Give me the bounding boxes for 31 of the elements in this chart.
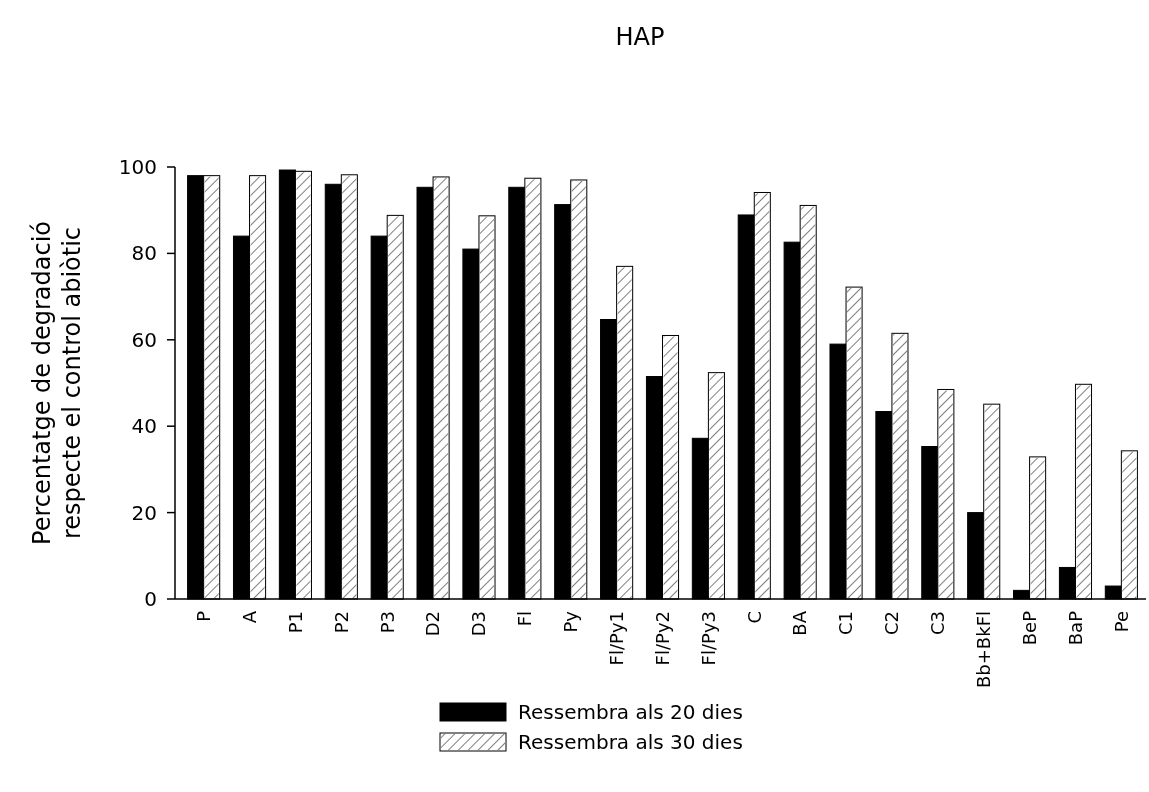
x-tick-label: C2 — [881, 611, 903, 636]
x-tick-label: Bb+BkFl — [973, 611, 994, 688]
y-tick-label: 100 — [118, 155, 157, 179]
x-tick-label: Pe — [1110, 611, 1132, 633]
x-tick-label: C — [743, 611, 765, 624]
y-tick-label: 80 — [131, 241, 157, 266]
x-tick-label: P2 — [330, 611, 352, 634]
x-tick-label: P1 — [284, 611, 306, 634]
x-tick-label: D2 — [422, 611, 444, 637]
x-tick-label: Fl/Py2 — [651, 611, 673, 666]
x-tick-label: BeP — [1018, 610, 1040, 646]
x-tick-label: P3 — [376, 611, 398, 634]
legend-label: Ressembra als 30 dies — [518, 730, 743, 754]
y-axis-title: Percentatge de degradació respecte el control abiòtic — [28, 221, 86, 545]
y-tick-label: 20 — [131, 500, 157, 525]
x-tick-label: BaP — [1064, 610, 1086, 646]
y-tick-label: 60 — [131, 327, 157, 352]
y-tick-label: 40 — [131, 414, 157, 439]
x-tick-label: P — [192, 610, 214, 622]
chart-title: HAP — [615, 23, 665, 51]
x-tick-label: Fl/Py1 — [605, 611, 627, 666]
x-tick-label: D3 — [468, 611, 490, 637]
x-tick-label: Fl — [514, 611, 536, 627]
x-tick-label: C3 — [927, 611, 949, 636]
y-tick-label: 0 — [144, 587, 157, 611]
x-tick-label: BA — [789, 610, 811, 636]
x-tick-label: C1 — [835, 611, 857, 636]
legend-label: Ressembra als 20 dies — [518, 700, 743, 724]
x-tick-label: Fl/Py3 — [697, 611, 719, 666]
x-tick-label: A — [238, 610, 260, 624]
x-tick-label: Py — [560, 610, 582, 633]
